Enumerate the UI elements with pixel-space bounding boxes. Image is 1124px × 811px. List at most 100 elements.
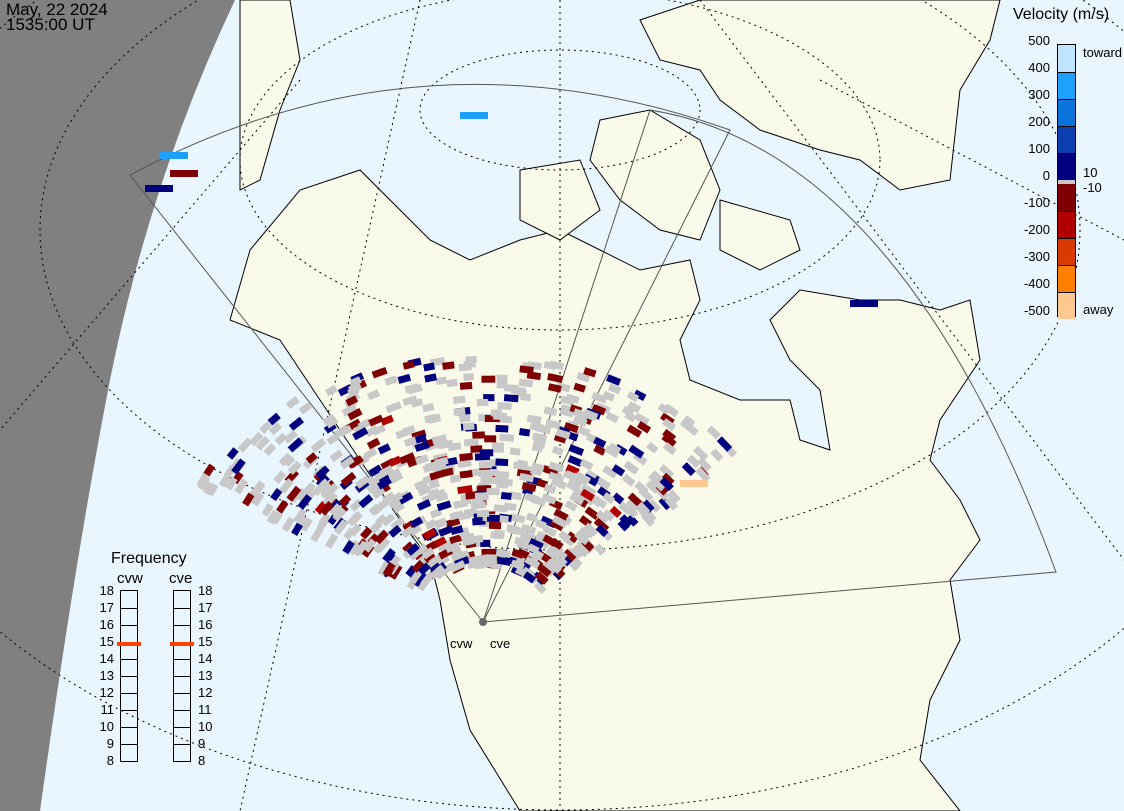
scatter-cell [621,405,635,417]
scatter-cell [300,517,313,532]
frequency-tick: 12 [198,685,213,700]
scatter-cell [279,478,294,494]
scatter-cell [558,530,572,543]
scatter-cell [626,514,639,527]
scatter-cell [196,472,210,488]
colorbar-segment [1058,184,1075,211]
scatter-cell [465,355,477,364]
scatter-cell [518,378,534,388]
scatter-cell [625,498,640,512]
scatter-cell [352,427,369,441]
scatter-cell [431,434,448,445]
frequency-bar-cvw [120,590,138,762]
scatter-cell [695,466,711,483]
scatter-cell [710,448,724,462]
scatter-cell [577,426,591,437]
frequency-tick: 14 [99,651,114,666]
scatter-cell [536,478,549,489]
scatter-cell [478,469,492,477]
scatter-cell [462,422,475,431]
scatter-cell [636,501,651,516]
scatter-cell [503,394,519,403]
scatter-cell [380,414,394,426]
scatter-cell [444,541,460,554]
scatter-cell [160,152,188,159]
scatter-cell [491,441,505,450]
scatter-cell [560,403,576,415]
scatter-cell [574,471,592,485]
scatter-cell [650,470,665,484]
frequency-tick: 13 [99,668,114,683]
scatter-cell [458,511,471,521]
scatter-cell [542,525,558,538]
scatter-cell [460,532,475,543]
colorbar-segment [1058,99,1075,126]
frequency-radar-cvw: cvw [117,570,143,587]
scatter-cell [263,443,277,457]
scatter-cell [529,466,543,477]
scatter-cell [375,514,388,527]
night-region [0,0,235,811]
scatter-cell [414,441,430,452]
scatter-cell [286,485,302,502]
scatter-cell [270,487,283,502]
scatter-cell [421,547,435,560]
scatter-cell [324,384,338,397]
scatter-cell [354,540,369,556]
colorbar-segment [1058,265,1075,292]
frequency-tick: 10 [198,719,213,734]
scatter-cell [358,494,374,509]
scatter-cell [509,447,521,456]
scatter-cell [686,454,701,469]
scatter-cell [397,373,412,384]
scatter-cell [413,479,428,491]
scatter-cell [532,439,546,449]
scatter-cell [602,492,616,505]
velocity-colorbar [1057,44,1076,319]
scatter-cell [490,409,502,417]
scatter-cell [385,401,402,414]
scatter-cell [535,424,552,435]
scatter-cell [470,501,487,510]
scatter-cell [449,474,461,484]
scatter-cell [693,445,709,461]
scatter-cell [446,378,458,388]
scatter-cell [664,496,679,511]
scatter-cell [571,544,586,558]
scatter-cell [646,441,659,454]
scatter-cell [474,492,489,500]
scatter-cell [567,455,583,467]
scatter-cell [145,185,173,192]
scatter-cell [402,541,415,554]
scatter-cell [609,505,622,519]
scatter-cell [634,412,650,426]
scatter-cell [429,562,442,575]
scatter-cell [481,548,496,556]
scatter-cell [564,500,578,512]
scatter-cell [449,534,463,545]
scatter-cell [371,366,388,379]
scatter-cell [626,391,640,403]
scatter-cell [551,445,564,456]
scatter-cell [503,384,519,393]
scatter-cell [484,435,497,443]
scatter-cell [206,482,219,497]
scatter-cell [472,517,486,526]
scatter-cell [389,492,404,505]
frequency-tick: 16 [99,617,114,632]
scatter-cell [450,525,464,536]
scatter-cell [225,476,238,491]
scatter-cell [591,391,608,404]
scatter-cell [472,431,486,439]
scatter-cell [294,487,308,501]
scatter-cell [638,487,654,503]
scatter-cell [450,550,468,563]
scatter-cell [548,461,565,473]
scatter-cell [218,474,231,488]
scatter-cell [326,432,341,446]
scatter-cell [418,562,431,576]
scatter-cell [458,363,472,372]
scatter-cell [339,455,355,470]
scatter-cell [545,419,561,430]
frequency-tick: 18 [99,583,114,598]
